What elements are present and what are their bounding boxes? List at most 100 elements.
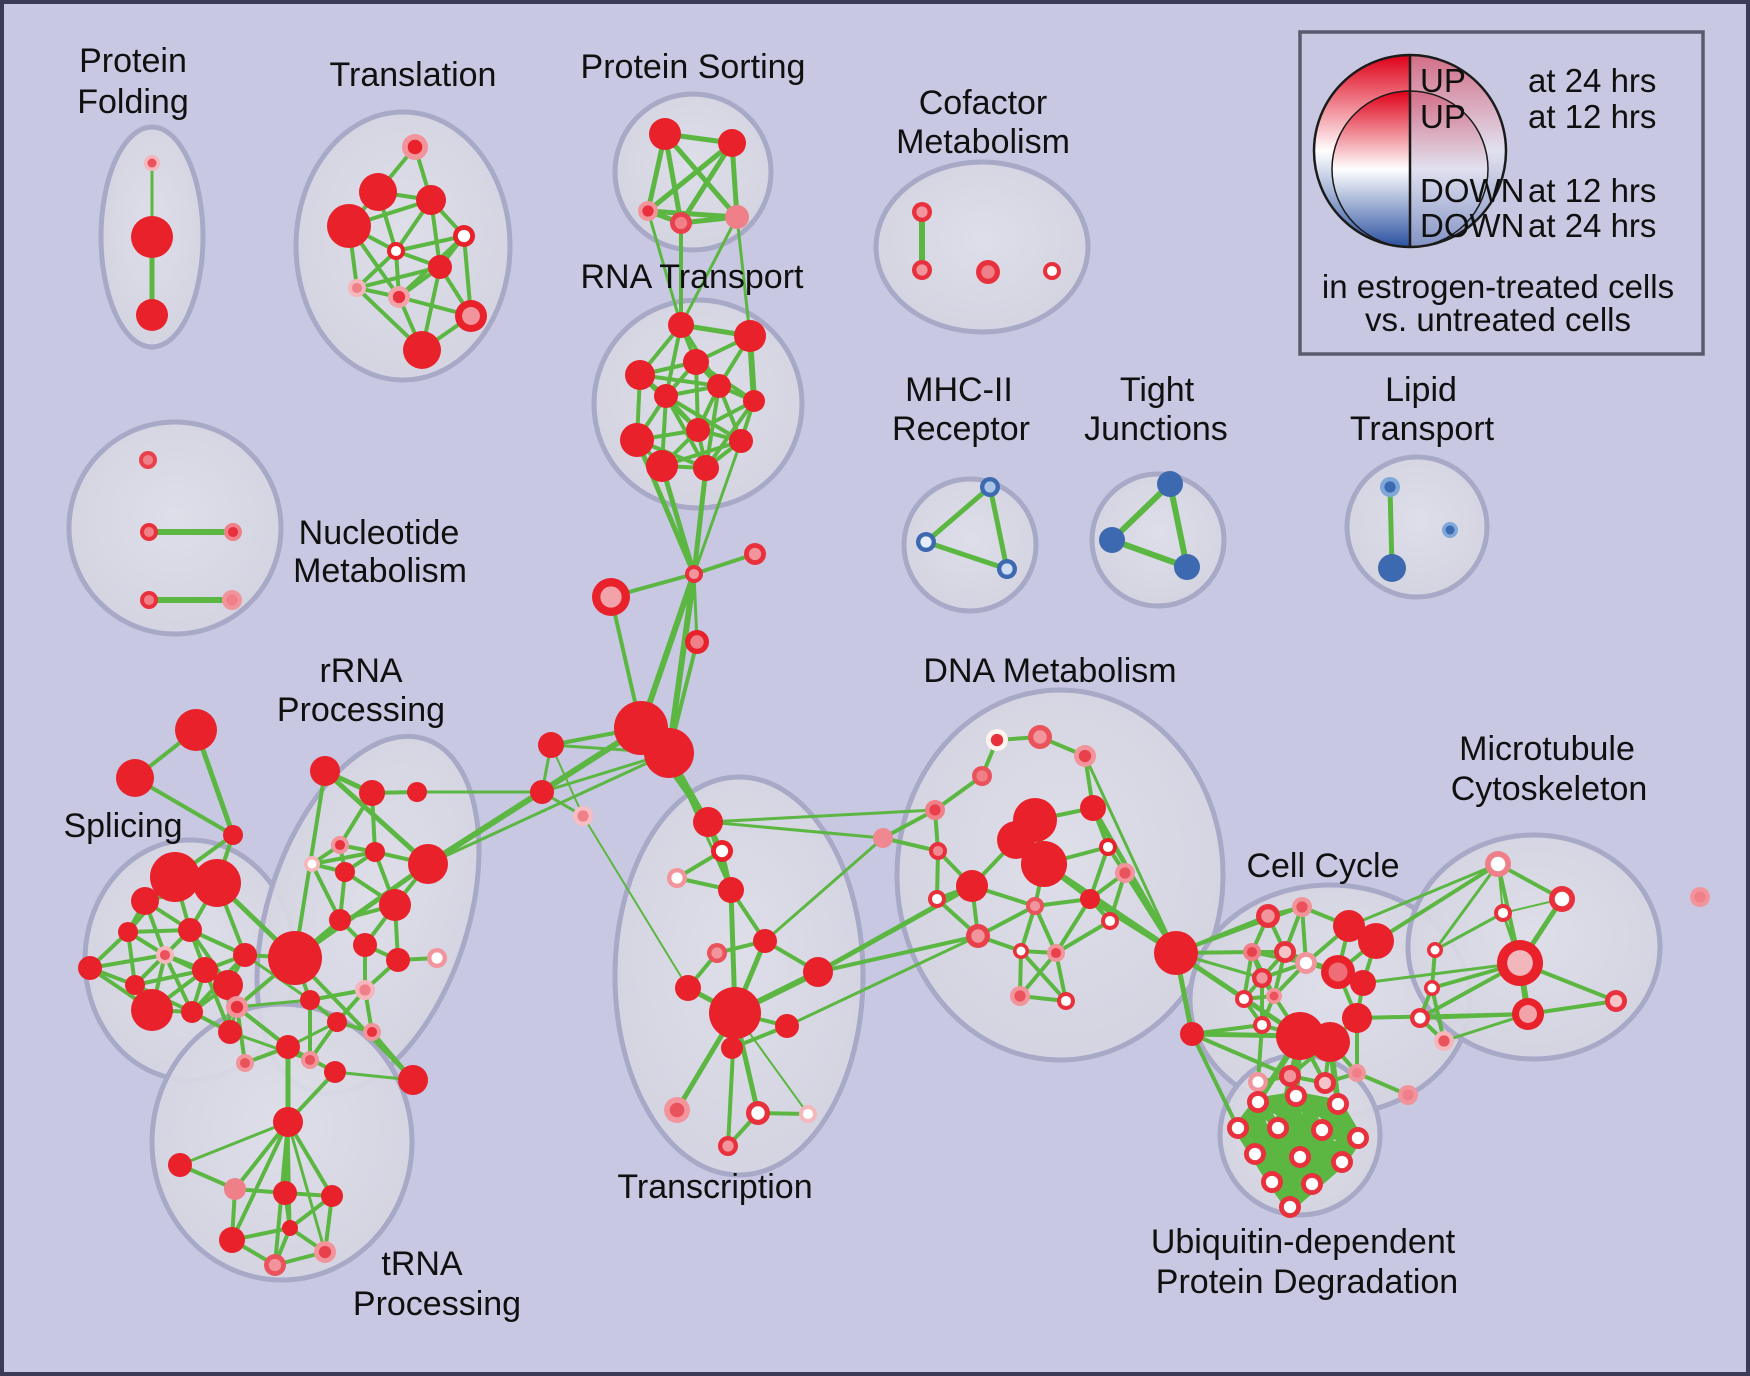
network-node <box>709 987 761 1039</box>
network-node <box>324 1061 346 1083</box>
network-node <box>686 418 710 442</box>
network-node-center <box>984 481 996 493</box>
network-node-center <box>971 929 985 943</box>
legend-caption-line2: vs. untreated cells <box>1365 301 1631 338</box>
cluster-label-dna: DNA Metabolism <box>923 652 1176 690</box>
network-node <box>803 957 833 987</box>
network-node <box>649 118 681 150</box>
network-node-center <box>1119 867 1131 879</box>
network-node <box>327 204 371 248</box>
cluster-label-mhc: MHC-II <box>905 371 1013 409</box>
network-node-center <box>1554 891 1570 907</box>
network-node-center <box>431 952 443 964</box>
cluster-label-mt: Cytoskeleton <box>1451 770 1648 808</box>
cluster-label-mhc: Receptor <box>892 410 1030 448</box>
network-node-center <box>1016 946 1026 956</box>
network-node <box>386 948 410 972</box>
legend-box <box>1298 30 1705 356</box>
cluster-label-cof: Metabolism <box>896 123 1070 161</box>
network-node <box>118 922 138 942</box>
network-node-center <box>1328 962 1348 982</box>
network-node <box>218 1020 242 1044</box>
cluster-label-rr: Processing <box>277 691 445 729</box>
cluster-label-tj: Tight <box>1120 371 1195 409</box>
network-node <box>175 709 217 751</box>
network-node-center <box>1104 915 1116 927</box>
network-node-center <box>1252 1076 1264 1088</box>
network-node-center <box>143 526 155 538</box>
legend: UP at 24 hrs UP at 12 hrs DOWN at 12 hrs… <box>1298 30 1705 356</box>
network-node <box>116 759 154 797</box>
cluster-label-lip: Transport <box>1350 410 1495 448</box>
network-node <box>365 842 385 862</box>
network-node-center <box>711 947 723 959</box>
network-node <box>1021 841 1067 887</box>
network-node-center <box>359 984 371 996</box>
network-node-center <box>1296 901 1308 913</box>
network-node <box>1358 923 1394 959</box>
network-node-center <box>1427 983 1437 993</box>
cluster-label-rr: rRNA <box>319 652 402 690</box>
cluster-label-ps: Protein Sorting <box>581 48 806 86</box>
network-node-center <box>351 282 363 294</box>
network-node <box>721 1037 743 1059</box>
network-node-center <box>671 872 683 884</box>
network-node <box>1378 554 1406 582</box>
network-node-center <box>669 1102 685 1118</box>
cluster-label-mt: Microtubule <box>1459 730 1635 768</box>
network-node <box>538 732 564 758</box>
network-node-center <box>1414 1012 1426 1024</box>
network-node-center <box>690 635 704 649</box>
cluster-label-tj: Junctions <box>1084 410 1228 448</box>
network-node-center <box>318 1245 332 1259</box>
network-node-center <box>748 547 762 561</box>
network-node <box>997 821 1035 859</box>
network-node-center <box>392 290 406 304</box>
legend-time-down24: at 24 hrs <box>1528 207 1656 244</box>
cluster-label-cc: Cell Cycle <box>1246 847 1399 885</box>
network-node <box>644 728 694 778</box>
network-node <box>1342 1003 1372 1033</box>
network-node <box>416 185 446 215</box>
network-node-center <box>1033 730 1047 744</box>
network-node <box>675 975 701 1001</box>
network-node-center <box>715 844 729 858</box>
network-node-center <box>1318 1076 1332 1090</box>
legend-word-up24: UP <box>1420 62 1466 99</box>
legend-word-down12: DOWN <box>1420 172 1524 209</box>
network-node <box>353 933 377 957</box>
network-node-center <box>1305 1177 1319 1191</box>
network-node-center <box>366 1026 378 1038</box>
network-node-center <box>688 568 700 580</box>
network-node-center <box>1293 1150 1307 1164</box>
network-node <box>213 970 243 1000</box>
network-node-center <box>1289 1089 1303 1103</box>
network-node-center <box>1029 900 1041 912</box>
network-node <box>310 756 340 786</box>
network-node-center <box>577 810 589 822</box>
network-node <box>1154 931 1198 975</box>
legend-word-up12: UP <box>1420 98 1466 135</box>
network-node-center <box>1261 909 1275 923</box>
cluster-label-ub: Ubiquitin-dependent <box>1151 1223 1456 1261</box>
network-node-center <box>1351 1067 1363 1079</box>
cluster-label-tr: tRNA <box>381 1245 463 1283</box>
network-node <box>407 782 427 802</box>
network-node-center <box>390 245 402 257</box>
cluster-label-pf: Protein <box>79 42 187 80</box>
network-node-center <box>674 216 688 230</box>
network-node <box>192 957 218 983</box>
network-node <box>150 852 200 902</box>
cluster-label-tl: Translation <box>330 56 497 94</box>
network-node <box>168 1153 192 1177</box>
network-node <box>718 877 744 903</box>
network-node-center <box>1251 1095 1265 1109</box>
network-node-center <box>1278 945 1292 959</box>
network-node-center <box>981 265 995 279</box>
network-node <box>654 384 678 408</box>
network-node <box>734 320 766 352</box>
network-node <box>530 780 554 804</box>
network-node-center <box>1269 991 1279 1001</box>
